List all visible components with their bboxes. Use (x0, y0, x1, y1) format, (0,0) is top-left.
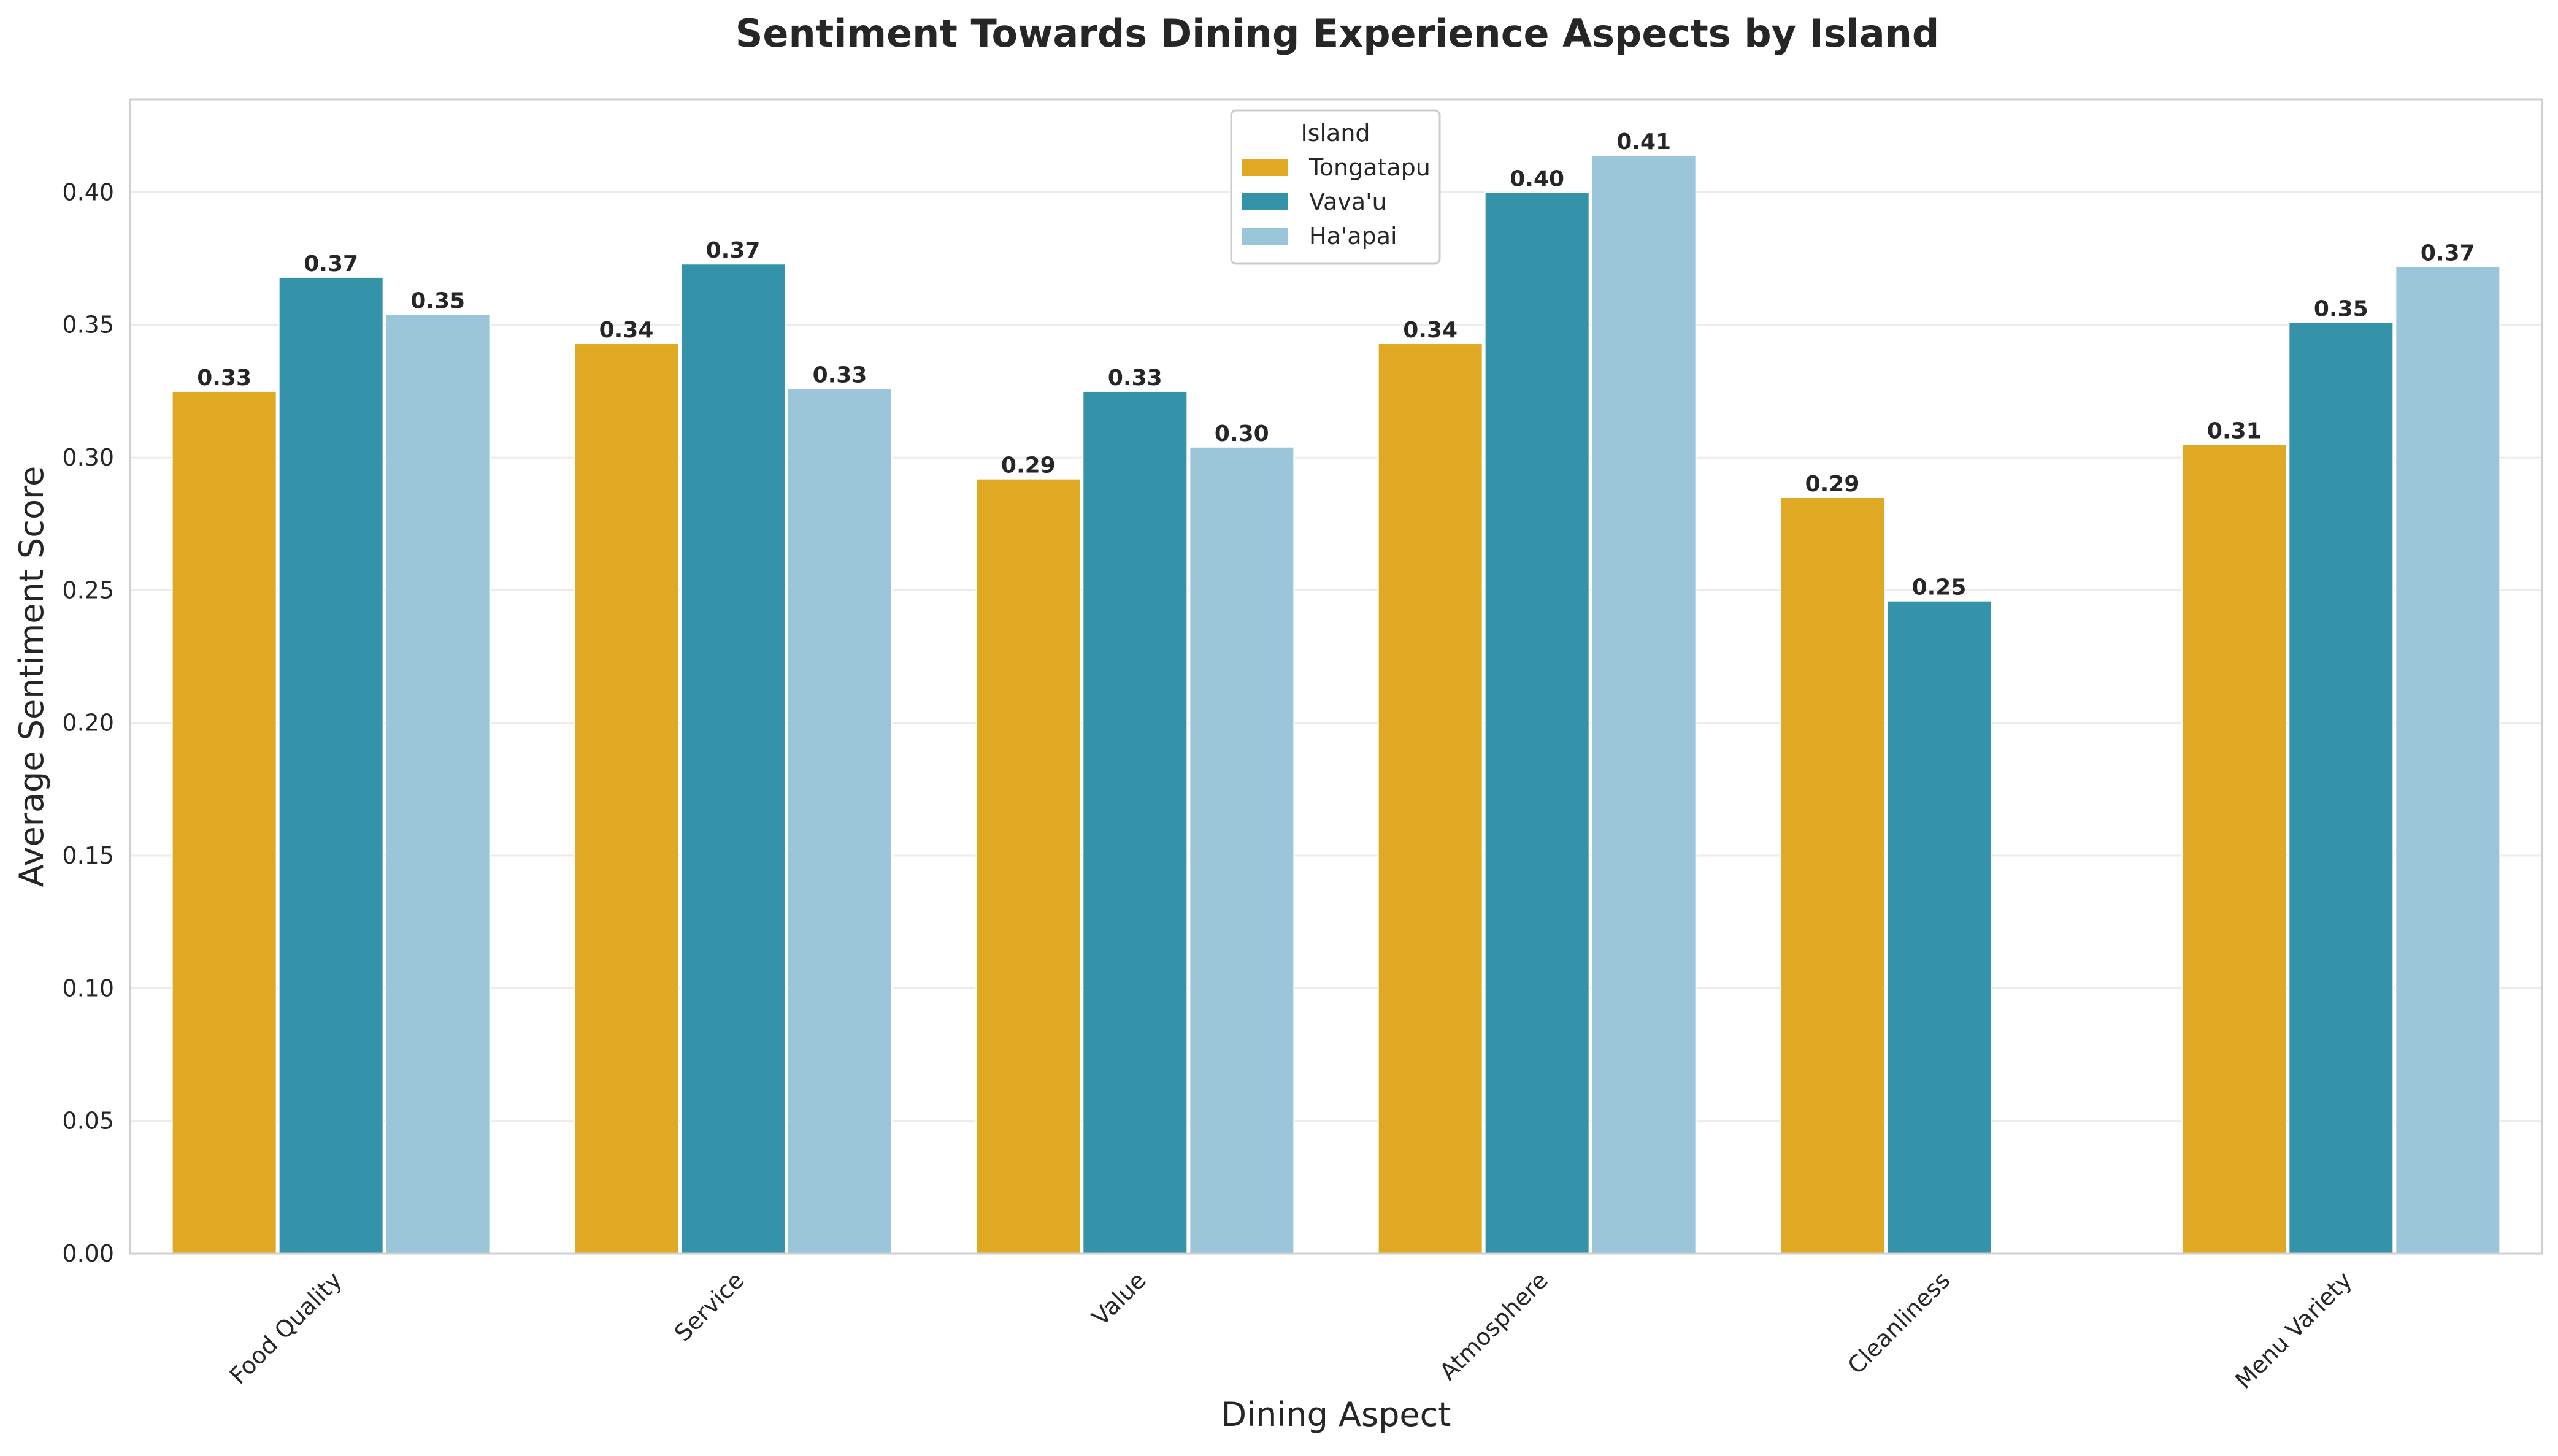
chart-title: Sentiment Towards Dining Experience Aspe… (736, 11, 1940, 56)
legend: Island Tongatapu Vava'u Ha'apai (1230, 109, 1441, 265)
bar (278, 276, 384, 1255)
y-tick-label: 0.30 (62, 444, 114, 471)
bar-value-label: 0.37 (2421, 241, 2475, 266)
legend-label: Vava'u (1309, 188, 1387, 215)
bar-value-label: 0.34 (599, 318, 654, 343)
bar-value-label: 0.40 (1510, 166, 1564, 191)
bar (1780, 496, 1885, 1254)
bar (2395, 266, 2501, 1254)
bar-value-label: 0.29 (1001, 453, 1056, 478)
bar-value-label: 0.25 (1912, 575, 1967, 600)
bar (680, 263, 786, 1254)
legend-title: Island (1300, 120, 1370, 147)
bar (385, 313, 491, 1254)
bar-value-label: 0.37 (706, 238, 761, 263)
bar (2288, 321, 2394, 1255)
bar (1591, 154, 1697, 1254)
bar (1377, 343, 1483, 1254)
bar-value-label: 0.34 (1403, 318, 1458, 343)
bar-value-label: 0.31 (2207, 418, 2262, 443)
y-tick-label: 0.40 (62, 178, 114, 205)
bar (787, 388, 893, 1254)
bar (2181, 443, 2287, 1254)
bar (1886, 600, 1992, 1254)
bar-value-label: 0.33 (197, 366, 252, 391)
legend-swatch (1242, 193, 1288, 210)
bar-value-label: 0.35 (410, 288, 465, 313)
bar-value-label: 0.29 (1805, 472, 1860, 497)
plot-frame (129, 98, 2543, 1255)
bars (171, 154, 2501, 1255)
y-tick-label: 0.25 (62, 577, 114, 603)
bar-value-label: 0.30 (1215, 421, 1269, 446)
bar (574, 343, 679, 1254)
bar (1189, 446, 1295, 1255)
bar (171, 390, 277, 1254)
bar-value-label: 0.41 (1616, 129, 1671, 155)
y-tick-label: 0.20 (62, 710, 114, 737)
bar (1082, 390, 1188, 1254)
y-tick-label: 0.35 (62, 312, 114, 339)
y-tick-label: 0.10 (62, 975, 114, 1002)
bar-value-label: 0.33 (813, 363, 867, 388)
y-axis-ticks: 0.00 0.05 0.10 0.15 0.20 0.25 0.30 0.35 0.40 (62, 178, 114, 1267)
x-axis-label: Dining Aspect (1221, 1395, 1451, 1434)
bar-value-label: 0.33 (1108, 366, 1162, 391)
legend-label: Ha'apai (1309, 223, 1397, 250)
bar (1484, 191, 1590, 1254)
legend-swatch (1242, 159, 1288, 176)
bar-value-labels: 0.33 0.37 0.35 0.34 0.37 0.33 0.29 0.33 0.30 0.34… (197, 129, 2475, 600)
legend-swatch (1242, 228, 1288, 245)
y-tick-label: 0.00 (62, 1240, 114, 1267)
legend-items: Tongatapu Vava'u Ha'apai (1242, 154, 1431, 250)
legend-box (1230, 109, 1441, 265)
legend-label: Tongatapu (1308, 154, 1431, 181)
y-axis-label: Average Sentiment Score (12, 466, 51, 887)
bar (975, 478, 1081, 1255)
bar-value-label: 0.37 (304, 251, 358, 277)
y-tick-label: 0.15 (62, 842, 114, 869)
y-tick-label: 0.05 (62, 1108, 114, 1135)
bar-value-label: 0.35 (2314, 296, 2368, 321)
